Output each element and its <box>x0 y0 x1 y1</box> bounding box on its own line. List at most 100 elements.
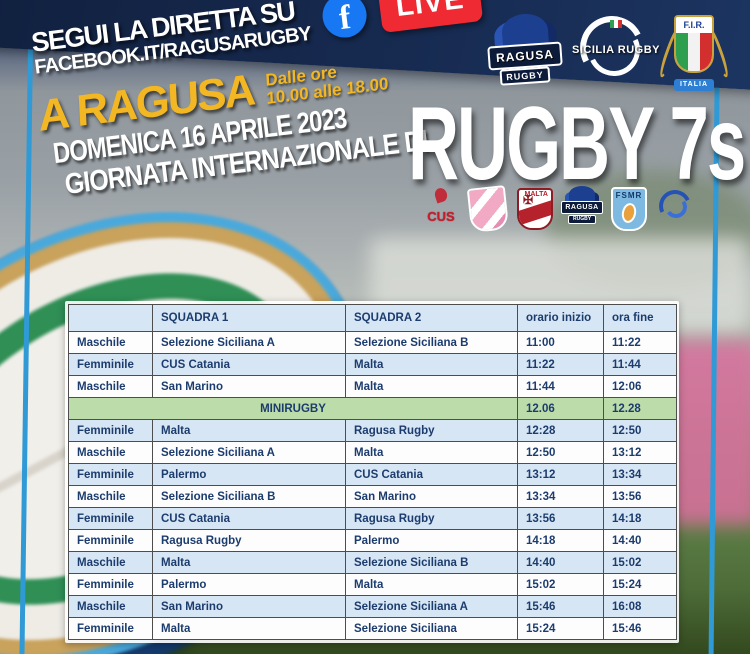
match-row: Femminile CUS Catania Malta 11:22 11:44 <box>68 353 677 376</box>
match-row: Maschile San Marino Malta 11:44 12:06 <box>68 375 677 398</box>
federation-logos: RAGUSA RUGBY SICILIA RUGBY F.I.R. ITALIA <box>487 7 732 92</box>
fir-shield-icon: F.I.R. <box>674 15 714 73</box>
match-row: Maschile Selezione Siciliana B San Marino 1… <box>68 485 677 508</box>
team2-cell: Ragusa Rugby <box>345 507 518 530</box>
start-time-cell: 11:00 <box>517 331 604 354</box>
start-time-cell: 12:28 <box>517 419 604 442</box>
match-row: Femminile Palermo Malta 15:02 15:24 <box>68 573 677 596</box>
team2-cell: Malta <box>345 573 518 596</box>
end-time-cell: 11:22 <box>603 331 677 354</box>
match-row: Maschile Selezione Siciliana A Malta 12:50 1… <box>68 441 677 464</box>
team1-cell: Ragusa Rugby <box>152 529 346 552</box>
end-time-cell: 13:34 <box>603 463 677 486</box>
match-row: Femminile CUS Catania Ragusa Rugby 13:56 14:… <box>68 507 677 530</box>
category-cell: Femminile <box>68 507 153 530</box>
start-time-cell: 15:24 <box>517 617 604 640</box>
team2-cell: Selezione Siciliana B <box>345 551 518 574</box>
team2-cell: San Marino <box>345 485 518 508</box>
column-header: SQUADRA 2 <box>345 304 518 332</box>
category-cell: Maschile <box>68 375 153 398</box>
fsmr-san-marino-logo: FSMR <box>608 184 650 234</box>
time-cell: 12.28 <box>603 397 677 420</box>
end-time-cell: 11:44 <box>603 353 677 376</box>
start-time-cell: 12:50 <box>517 441 604 464</box>
start-time-cell: 15:46 <box>517 595 604 618</box>
team1-cell: Selezione Siciliana A <box>152 331 346 354</box>
team2-cell: Malta <box>345 353 518 376</box>
column-header: ora fine <box>603 304 677 332</box>
team2-cell: Selezione Siciliana <box>345 617 518 640</box>
match-row: Femminile Ragusa Rugby Palermo 14:18 14:40 <box>68 529 677 552</box>
palermo-rugby-logo <box>466 184 510 234</box>
end-time-cell: 15:24 <box>603 573 677 596</box>
malta-rugby-logo: MALTA ✠ <box>514 184 556 234</box>
team1-cell: Palermo <box>152 463 346 486</box>
sicilia-rugby-small-logo <box>654 185 697 232</box>
sicilia-rugby-logo: SICILIA RUGBY <box>571 7 660 92</box>
rugby-ball-icon <box>620 201 638 225</box>
match-row: Maschile Malta Selezione Siciliana B 14:40 1… <box>68 551 677 574</box>
cus-catania-logo: CUS <box>420 184 462 234</box>
start-time-cell: 13:12 <box>517 463 604 486</box>
team2-cell: CUS Catania <box>345 463 518 486</box>
match-row: Femminile Palermo CUS Catania 13:12 13:34 <box>68 463 677 486</box>
team2-cell: Selezione Siciliana A <box>345 595 518 618</box>
team-logos-row: CUS MALTA ✠ RAGUSA RUGBY FSMR <box>420 184 697 234</box>
start-time-cell: 14:40 <box>517 551 604 574</box>
ragusa-rugby-logo: RAGUSA RUGBY <box>487 12 563 90</box>
category-cell: Maschile <box>68 441 153 464</box>
minirugby-row: MINIRUGBY 12.06 12.28 <box>68 397 677 420</box>
team2-cell: Selezione Siciliana B <box>345 331 518 354</box>
match-row: Maschile Selezione Siciliana A Selezione S… <box>68 331 677 354</box>
end-time-cell: 13:12 <box>603 441 677 464</box>
fir-logo: F.I.R. ITALIA <box>656 13 732 91</box>
start-time-cell: 13:34 <box>517 485 604 508</box>
team1-cell: Selezione Siciliana A <box>152 441 346 464</box>
schedule-table-wrap: SQUADRA 1 SQUADRA 2 orario inizio ora fine … <box>65 301 679 643</box>
team2-cell: Malta <box>345 375 518 398</box>
event-main-title: RUGBY 7s <box>408 86 746 202</box>
end-time-cell: 15:46 <box>603 617 677 640</box>
minirugby-label: MINIRUGBY <box>68 397 518 420</box>
end-time-cell: 14:18 <box>603 507 677 530</box>
team1-cell: Malta <box>152 419 346 442</box>
category-cell: Femminile <box>68 419 153 442</box>
team1-cell: CUS Catania <box>152 353 346 376</box>
end-time-cell: 12:06 <box>603 375 677 398</box>
match-row: Femminile Malta Ragusa Rugby 12:28 12:50 <box>68 419 677 442</box>
column-header: orario inizio <box>517 304 604 332</box>
end-time-cell: 13:56 <box>603 485 677 508</box>
italy-flag-icon <box>610 20 622 28</box>
start-time-cell: 11:44 <box>517 375 604 398</box>
category-cell: Maschile <box>68 551 153 574</box>
team1-cell: CUS Catania <box>152 507 346 530</box>
facebook-icon: f <box>320 0 370 41</box>
team2-cell: Ragusa Rugby <box>345 419 518 442</box>
team1-cell: San Marino <box>152 375 346 398</box>
end-time-cell: 16:08 <box>603 595 677 618</box>
team1-cell: Palermo <box>152 573 346 596</box>
category-cell: Femminile <box>68 353 153 376</box>
category-cell: Maschile <box>68 485 153 508</box>
category-cell: Femminile <box>68 617 153 640</box>
start-time-cell: 11:22 <box>517 353 604 376</box>
end-time-cell: 15:02 <box>603 551 677 574</box>
category-cell: Maschile <box>68 595 153 618</box>
ragusa-bird-icon <box>569 186 595 202</box>
italy-flag-icon <box>676 33 712 71</box>
column-header <box>68 304 153 332</box>
ragusa-rugby-small-logo: RAGUSA RUGBY <box>561 184 603 234</box>
team1-cell: Malta <box>152 551 346 574</box>
end-time-cell: 14:40 <box>603 529 677 552</box>
category-cell: Femminile <box>68 529 153 552</box>
category-cell: Femminile <box>68 573 153 596</box>
start-time-cell: 14:18 <box>517 529 604 552</box>
time-cell: 12.06 <box>517 397 604 420</box>
category-cell: Maschile <box>68 331 153 354</box>
start-time-cell: 15:02 <box>517 573 604 596</box>
match-row: Femminile Malta Selezione Siciliana 15:24 15… <box>68 617 677 640</box>
start-time-cell: 13:56 <box>517 507 604 530</box>
team2-cell: Palermo <box>345 529 518 552</box>
